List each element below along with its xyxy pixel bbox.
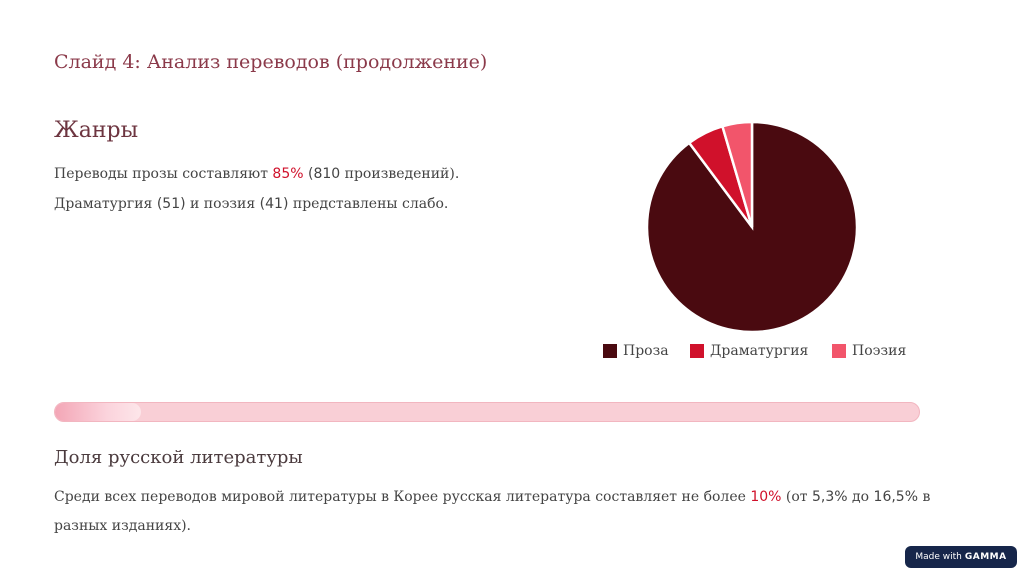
pie-slice-2 (720, 120, 754, 228)
russian-text-c: до (847, 489, 874, 505)
legend-label-2: Поэзия (852, 343, 907, 359)
russian-text-a: Среди всех переводов мировой литературы … (54, 489, 751, 505)
legend-label-1: Драматургия (710, 343, 809, 359)
russian-text-b: (от (781, 489, 813, 505)
pie-legend: Проза Драматургия Поэзия (600, 343, 920, 363)
prose-text-suffix: произведений). (340, 166, 460, 182)
legend-swatch-2 (832, 344, 846, 358)
russian-share-min: 5,3% (812, 489, 848, 505)
made-with-gamma-badge[interactable]: Made with GAMMA (905, 546, 1017, 568)
russian-share-max: 16,5% (873, 489, 919, 505)
gamma-logo: GAMMA (964, 552, 1007, 562)
russian-share-heading: Доля русской литературы (54, 447, 303, 468)
genres-heading: Жанры (54, 118, 139, 143)
badge-made-with: Made with (915, 552, 962, 562)
genres-drama-poetry-text: Драматургия (51) и поэзия (41) представл… (54, 196, 448, 212)
legend-label-0: Проза (623, 343, 669, 359)
legend-item-2: Поэзия (832, 343, 906, 359)
poetry-count: (41) (259, 196, 289, 212)
progress-bar (54, 402, 920, 422)
drama-text-b: и поэзия (185, 196, 260, 212)
legend-item-0: Проза (603, 343, 669, 359)
prose-percent: 85% (272, 166, 304, 182)
drama-text-c: представлены слабо. (288, 196, 449, 212)
legend-item-1: Драматургия (690, 343, 808, 359)
drama-text-a: Драматургия (54, 196, 157, 212)
legend-swatch-1 (690, 344, 704, 358)
russian-share-percent: 10% (750, 489, 782, 505)
progress-bar-fill (55, 403, 142, 421)
genres-prose-text: Переводы прозы составляют 85% (810 произ… (54, 166, 459, 182)
prose-count: (810 (303, 166, 341, 182)
russian-share-text: Среди всех переводов мировой литературы … (54, 483, 954, 541)
legend-swatch-0 (603, 344, 617, 358)
prose-text-prefix: Переводы прозы составляют (54, 166, 273, 182)
drama-count: (51) (156, 196, 186, 212)
russian-text-d: в разных изданиях). (54, 489, 931, 534)
genre-pie-chart (645, 120, 859, 334)
slide-title: Слайд 4: Анализ переводов (продолжение) (54, 51, 488, 73)
